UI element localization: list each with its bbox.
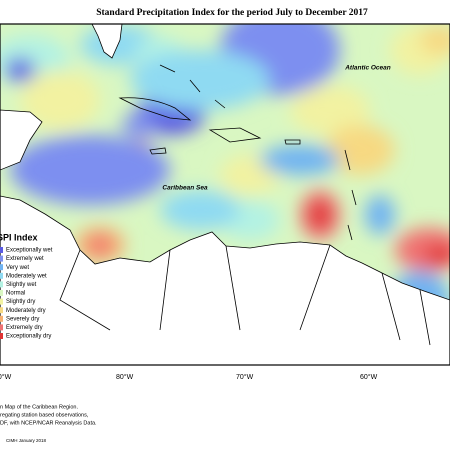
ocean-label: Atlantic Ocean xyxy=(344,65,391,72)
spi-region xyxy=(122,113,158,137)
legend-swatch xyxy=(0,307,3,314)
legend-label: Very wet xyxy=(6,265,29,271)
legend-label: Exceptionally dry xyxy=(6,334,51,340)
land xyxy=(91,24,123,59)
spi-region xyxy=(260,145,340,175)
legend-swatch xyxy=(0,324,3,331)
legend-label: Slightly dry xyxy=(6,299,35,305)
spi-region xyxy=(290,85,370,135)
legend-swatch xyxy=(0,264,3,271)
coastlines xyxy=(59,64,431,346)
legend-label: Extremely dry xyxy=(6,325,43,331)
credit: CIMH January 2018 xyxy=(6,438,47,443)
spi-region xyxy=(425,245,450,265)
legend-title: SPI Index xyxy=(0,232,38,242)
legend-swatch xyxy=(0,255,3,262)
map-title: Standard Precipitation Index for the per… xyxy=(96,8,368,18)
spi-region xyxy=(325,125,395,175)
map-frame xyxy=(0,23,450,366)
spi-region xyxy=(420,25,450,55)
longitude-labels: 90°W 80°W 70°W 60°W xyxy=(0,373,378,381)
sea-label: Caribbean Sea xyxy=(162,185,208,192)
legend-swatch xyxy=(0,247,3,253)
legend-swatch xyxy=(0,333,3,339)
legend: SPI Index Exceptionally wet Extremely wet… xyxy=(0,232,53,340)
longitude-label: 80°W xyxy=(116,373,134,381)
spi-region xyxy=(88,235,112,255)
legend-label: Extremely wet xyxy=(6,256,44,262)
legend-label: Slightly wet xyxy=(6,282,37,288)
spi-region xyxy=(5,58,35,82)
footer-line: n Map of the Caribbean Region. xyxy=(0,404,78,410)
legend-label: Moderately dry xyxy=(6,308,46,314)
legend-swatch xyxy=(0,290,3,296)
legend-swatch xyxy=(0,315,3,322)
longitude-label: 90°W xyxy=(0,373,12,381)
spi-region xyxy=(160,190,240,230)
spi-region xyxy=(365,195,395,235)
legend-label: Severely dry xyxy=(6,316,39,322)
spi-region xyxy=(130,50,270,110)
spi-field xyxy=(0,24,450,365)
legend-label: Moderately wet xyxy=(6,273,47,279)
legend-swatch xyxy=(0,298,3,305)
spi-region xyxy=(20,70,100,130)
longitude-label: 60°W xyxy=(360,373,378,381)
spi-region xyxy=(308,201,332,229)
legend-label: Exceptionally wet xyxy=(6,248,53,254)
footer: n Map of the Caribbean Region. regating s… xyxy=(0,404,97,443)
legend-swatch xyxy=(0,272,3,279)
footer-line: regating station based observations, xyxy=(0,412,89,418)
legend-swatch xyxy=(0,281,3,288)
footer-line: DF, with NCEP/NCAR Reanalysis Data. xyxy=(0,420,97,426)
longitude-label: 70°W xyxy=(236,373,254,381)
legend-label: Normal xyxy=(6,291,25,297)
spi-region xyxy=(10,135,170,205)
land xyxy=(0,109,43,171)
